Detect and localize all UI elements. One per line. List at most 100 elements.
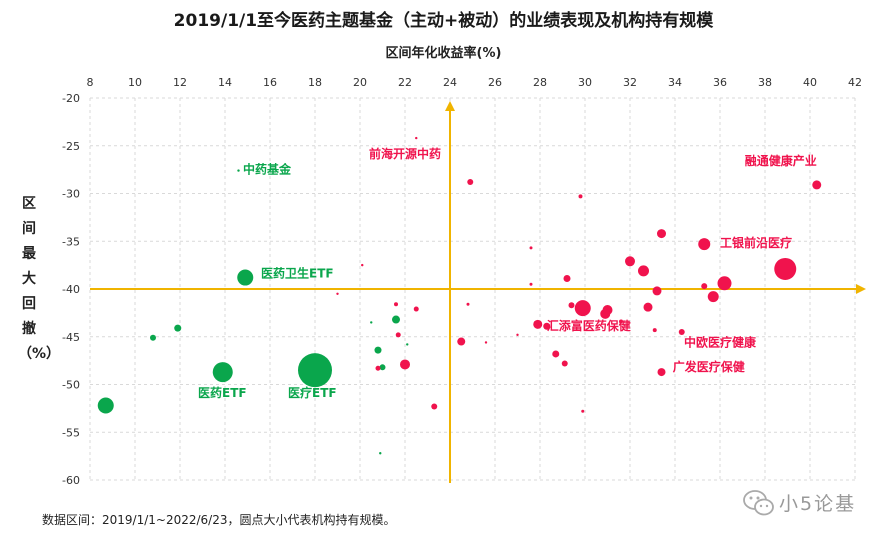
data-point [484,341,488,344]
x-tick-label: 18 [308,76,322,89]
data-point [652,286,662,296]
y-tick-label: -45 [62,331,80,344]
y-axis-ticks: -20 -25 -30 -35 -40 -45 -50 -55 -60 [62,92,80,487]
chart-title: 2019/1/1至今医药主题基金（主动+被动）的业绩表现及机构持有规模 [173,11,714,31]
data-point [657,368,666,377]
data-point [392,315,400,324]
data-point [533,319,543,329]
data-point [395,332,401,338]
x-axis-label: 区间年化收益率(%) [385,46,502,61]
data-point [336,292,339,295]
data-point [707,291,719,303]
point-label: 工银前沿医疗 [720,235,792,250]
data-point [581,409,585,413]
point-label: 融通健康产业 [745,153,817,168]
data-point [394,302,398,307]
reference-lines [90,101,866,483]
data-point [457,337,466,346]
data-point [529,282,533,286]
data-point [466,302,470,306]
x-tick-label: 34 [668,76,682,89]
x-tick-label: 32 [623,76,637,89]
x-tick-label: 26 [488,76,502,89]
data-point [529,246,533,250]
point-label: 中药基金 [243,161,292,176]
grid [89,97,856,481]
data-point [774,257,797,280]
x-tick-label: 42 [848,76,862,89]
point-label: 医药ETF [198,385,247,400]
point-label: 医药卫生ETF [261,266,334,281]
data-point [406,343,409,346]
y-tick-label: -35 [62,235,80,248]
data-point [643,302,653,312]
y-tick-label: -60 [62,474,80,487]
data-point [415,136,418,140]
arrow-right-icon [856,284,866,294]
data-point [212,362,233,383]
data-point [574,300,591,317]
data-point [374,346,382,354]
x-tick-label: 24 [443,76,457,89]
x-tick-label: 36 [713,76,727,89]
x-tick-label: 28 [533,76,547,89]
watermark: 小5论基 [742,488,868,518]
data-point [698,238,711,251]
data-point [298,353,332,388]
point-label: 广发医疗保健 [673,359,746,374]
data-point [552,350,560,358]
data-point [543,322,551,330]
x-tick-label: 40 [803,76,817,89]
data-point [812,180,822,190]
data-point [370,321,373,324]
arrow-up-icon [445,101,455,111]
data-point [625,256,635,267]
y-tick-label: -50 [62,379,80,392]
data-point [561,360,568,367]
data-point [568,302,575,309]
data-point [619,319,623,324]
data-point [563,274,571,282]
data-point [150,334,156,341]
point-label: 前海开源中药 [369,146,441,161]
x-tick-label: 12 [173,76,187,89]
x-tick-label: 14 [218,76,232,89]
x-tick-label: 38 [758,76,772,89]
watermark-text: 小5论基 [779,493,857,515]
data-point [174,324,182,332]
data-point [97,397,114,414]
data-points [97,136,822,455]
data-point [379,364,386,371]
data-point [431,403,438,410]
x-tick-label: 16 [263,76,277,89]
point-label: 汇添富医药保健 [547,318,632,333]
x-tick-label: 10 [128,76,142,89]
data-point [361,263,364,267]
data-point [600,308,611,319]
y-tick-label: -30 [62,188,80,201]
point-label: 中欧医疗健康 [684,334,757,349]
data-point [578,194,583,199]
point-label: 医疗ETF [288,385,337,400]
y-tick-label: -55 [62,426,80,439]
data-point [717,276,732,291]
x-axis-ticks: 8 10 12 14 16 18 20 22 24 26 28 30 32 34 36 38 40 42 [87,76,863,89]
data-point [638,265,649,277]
data-point [701,283,708,290]
footnote: 数据区间：2019/1/1~2022/6/23，圆点大小代表机构持有规模。 [42,513,396,527]
y-tick-label: -40 [62,283,80,296]
x-tick-label: 22 [398,76,412,89]
data-point [400,359,410,370]
data-point [678,328,685,335]
data-point [657,229,666,239]
data-point [237,269,254,286]
data-point [467,179,474,186]
data-point [237,169,240,172]
data-point [516,333,519,337]
y-tick-label: -20 [62,92,80,105]
x-tick-label: 20 [353,76,367,89]
wechat-icon [743,490,774,516]
data-point [652,328,657,333]
